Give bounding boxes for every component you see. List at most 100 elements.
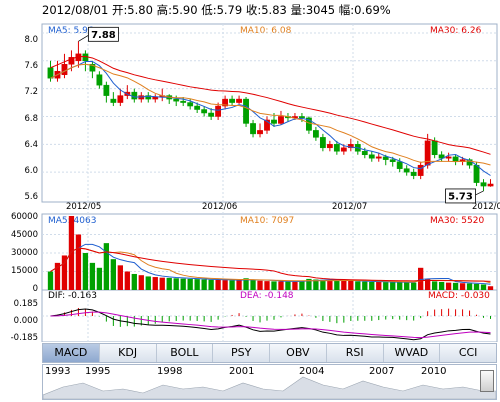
price-tick: 6.8 bbox=[24, 114, 38, 124]
price-tick: 7.6 bbox=[24, 61, 38, 71]
date-tick: 2012/06 bbox=[202, 202, 238, 212]
volume-bar bbox=[96, 267, 103, 290]
vol-tick: 0 bbox=[32, 284, 38, 294]
candle bbox=[145, 95, 152, 100]
macd-panel bbox=[50, 307, 492, 341]
volume-bar bbox=[159, 277, 165, 290]
volume-bar bbox=[348, 280, 354, 290]
vol-tick: 45000 bbox=[10, 230, 38, 240]
tab-psy[interactable]: PSY bbox=[213, 344, 270, 362]
volume-bar bbox=[264, 281, 270, 290]
candle bbox=[250, 123, 256, 135]
volume-bar bbox=[180, 278, 186, 290]
volume-bar bbox=[103, 243, 110, 290]
volume-bar bbox=[89, 262, 96, 290]
volume-bar bbox=[61, 255, 68, 290]
candle bbox=[431, 140, 438, 156]
year-label: 1993 bbox=[45, 366, 71, 377]
volume-bar bbox=[341, 280, 347, 290]
tab-obv[interactable]: OBV bbox=[270, 344, 327, 362]
candle bbox=[382, 156, 389, 160]
dif-legend: DIF: -0.163 bbox=[48, 291, 97, 301]
macd-tick: 0.185 bbox=[13, 299, 38, 309]
ma30-line bbox=[50, 55, 491, 155]
tab-macd[interactable]: MACD bbox=[43, 344, 100, 362]
volume-bar bbox=[418, 267, 424, 290]
price-tick: 5.6 bbox=[24, 192, 38, 202]
volume-bar bbox=[215, 279, 221, 290]
candle bbox=[333, 144, 340, 152]
candle bbox=[278, 116, 284, 124]
volume-bar bbox=[222, 280, 228, 290]
volume-bar bbox=[404, 282, 410, 290]
volume-bar bbox=[376, 281, 382, 290]
volume-panel bbox=[47, 216, 494, 290]
volume-bar bbox=[194, 279, 200, 290]
year-label: 1995 bbox=[85, 366, 111, 377]
year-label: 2001 bbox=[229, 366, 255, 377]
candle bbox=[347, 144, 354, 149]
volume-bar bbox=[424, 278, 431, 290]
annotations: 7.88 5.73 bbox=[78, 26, 484, 204]
dif-line bbox=[50, 308, 491, 341]
volume-bar bbox=[152, 277, 158, 290]
ma10-line bbox=[50, 63, 491, 166]
candle bbox=[201, 109, 208, 114]
volume-bar bbox=[285, 281, 291, 290]
candle bbox=[215, 105, 222, 117]
candle bbox=[68, 57, 75, 65]
volume-bar bbox=[54, 262, 61, 290]
volume-bar bbox=[369, 281, 375, 290]
candle bbox=[389, 159, 396, 162]
candle bbox=[319, 137, 326, 149]
ma30-legend: MA30: 6.26 bbox=[430, 26, 482, 36]
volume-bar bbox=[459, 283, 466, 290]
vol-ma5-line bbox=[50, 243, 491, 285]
timeline-sparkline bbox=[43, 376, 496, 399]
vol-ma10-line bbox=[50, 247, 491, 284]
tab-boll[interactable]: BOLL bbox=[157, 344, 214, 362]
stock-chart[interactable]: 7.88 5.73 bbox=[0, 0, 500, 342]
vol-ma30-legend: MA30: 5520 bbox=[430, 216, 485, 226]
volume-bar bbox=[166, 277, 172, 290]
timeline-navigator[interactable]: 1993 1995 1998 2001 2004 2007 2010 bbox=[42, 364, 497, 400]
year-label: 2007 bbox=[369, 366, 395, 377]
candle bbox=[208, 112, 215, 117]
chart-grid bbox=[41, 23, 498, 342]
volume-bar bbox=[487, 286, 494, 290]
candle bbox=[361, 151, 368, 156]
dea-legend: DEA: -0.148 bbox=[240, 291, 294, 301]
vol-tick: 15000 bbox=[10, 266, 38, 276]
timeline-handle[interactable] bbox=[480, 370, 494, 392]
price-tick: 7.2 bbox=[24, 87, 38, 97]
tab-cci[interactable]: CCI bbox=[458, 346, 478, 359]
candle bbox=[340, 147, 347, 152]
price-panel bbox=[47, 41, 494, 191]
candle bbox=[306, 117, 312, 131]
tab-kdj[interactable]: KDJ bbox=[100, 344, 157, 362]
volume-bar bbox=[68, 216, 75, 290]
volume-bar bbox=[383, 282, 389, 290]
volume-bar bbox=[187, 278, 193, 290]
date-tick: 2012/05 bbox=[66, 202, 102, 212]
volume-bar bbox=[110, 259, 117, 290]
volume-bar bbox=[327, 280, 333, 290]
tab-wvad[interactable]: WVAD bbox=[384, 344, 441, 362]
vol-ma30-line bbox=[50, 247, 491, 282]
price-tick: 8.0 bbox=[24, 35, 38, 45]
volume-bar bbox=[438, 281, 445, 290]
vol-tick: 60000 bbox=[10, 212, 38, 222]
volume-bar bbox=[229, 280, 235, 290]
macd-tick: 0.000 bbox=[13, 316, 38, 326]
year-label: 2004 bbox=[299, 366, 325, 377]
tab-rsi[interactable]: RSI bbox=[327, 344, 384, 362]
candle bbox=[312, 130, 319, 138]
candle bbox=[222, 98, 229, 107]
volume-bar bbox=[306, 278, 312, 290]
candle bbox=[438, 154, 445, 159]
volume-bar bbox=[131, 273, 137, 290]
candle bbox=[173, 98, 180, 102]
candle bbox=[480, 182, 487, 187]
candle bbox=[47, 67, 54, 79]
candle bbox=[424, 140, 431, 166]
